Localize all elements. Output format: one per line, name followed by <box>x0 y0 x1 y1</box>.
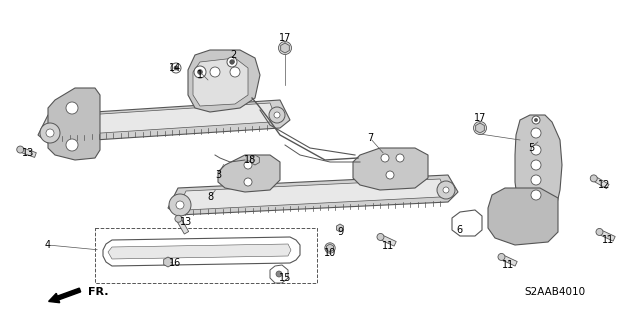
Circle shape <box>381 154 389 162</box>
Polygon shape <box>337 224 344 232</box>
Polygon shape <box>164 257 172 267</box>
Circle shape <box>498 254 505 260</box>
Text: 17: 17 <box>474 113 486 123</box>
Circle shape <box>443 187 449 193</box>
Polygon shape <box>103 237 300 266</box>
Text: 13: 13 <box>180 217 192 227</box>
Text: S2AAB4010: S2AAB4010 <box>524 287 586 297</box>
Circle shape <box>230 67 240 77</box>
Circle shape <box>278 41 291 55</box>
Circle shape <box>531 175 541 185</box>
Polygon shape <box>452 210 482 236</box>
Polygon shape <box>326 244 333 252</box>
Polygon shape <box>596 229 615 241</box>
Polygon shape <box>499 254 517 266</box>
Polygon shape <box>180 179 445 210</box>
Polygon shape <box>591 175 609 189</box>
Text: 6: 6 <box>456 225 462 235</box>
Text: 7: 7 <box>367 133 373 143</box>
Text: 8: 8 <box>207 192 213 202</box>
Polygon shape <box>48 88 100 160</box>
Circle shape <box>46 129 54 137</box>
Circle shape <box>17 146 24 153</box>
Text: 11: 11 <box>382 241 394 251</box>
Polygon shape <box>218 155 280 192</box>
Text: 18: 18 <box>244 155 256 165</box>
Circle shape <box>169 194 191 216</box>
Circle shape <box>230 60 234 64</box>
Text: 17: 17 <box>279 33 291 43</box>
Circle shape <box>531 190 541 200</box>
Polygon shape <box>18 146 36 158</box>
Text: 11: 11 <box>502 260 514 270</box>
Polygon shape <box>476 123 484 133</box>
Text: 10: 10 <box>324 248 336 258</box>
Circle shape <box>276 271 282 277</box>
Bar <box>95 228 317 283</box>
Text: 5: 5 <box>528 143 534 153</box>
Circle shape <box>194 66 206 78</box>
Circle shape <box>269 107 285 123</box>
Circle shape <box>531 145 541 155</box>
Polygon shape <box>515 115 562 228</box>
Text: 1: 1 <box>197 70 203 80</box>
Polygon shape <box>108 244 291 259</box>
Circle shape <box>531 128 541 138</box>
Circle shape <box>244 178 252 186</box>
Text: FR.: FR. <box>88 287 109 297</box>
Circle shape <box>474 122 486 135</box>
Circle shape <box>230 60 234 64</box>
Circle shape <box>532 116 540 124</box>
Text: 11: 11 <box>602 235 614 245</box>
Circle shape <box>174 66 178 70</box>
Circle shape <box>175 215 182 222</box>
Text: 4: 4 <box>45 240 51 250</box>
Circle shape <box>40 123 60 143</box>
Text: 9: 9 <box>337 227 343 237</box>
Polygon shape <box>38 100 290 143</box>
Polygon shape <box>488 188 558 245</box>
Polygon shape <box>353 148 428 190</box>
Text: 2: 2 <box>230 50 236 60</box>
Circle shape <box>531 160 541 170</box>
Circle shape <box>274 112 280 118</box>
Polygon shape <box>251 155 259 165</box>
Polygon shape <box>378 234 396 246</box>
Circle shape <box>324 243 335 253</box>
Circle shape <box>198 70 202 74</box>
Polygon shape <box>281 43 289 53</box>
Circle shape <box>437 181 455 199</box>
Circle shape <box>227 57 237 67</box>
Polygon shape <box>188 50 260 112</box>
Polygon shape <box>270 265 288 283</box>
Polygon shape <box>50 103 275 136</box>
Text: 3: 3 <box>215 170 221 180</box>
Circle shape <box>176 201 184 209</box>
Polygon shape <box>175 216 189 234</box>
Circle shape <box>66 102 78 114</box>
Circle shape <box>171 63 181 73</box>
Circle shape <box>377 234 384 241</box>
Polygon shape <box>168 175 458 215</box>
Text: 13: 13 <box>22 148 34 158</box>
Circle shape <box>386 171 394 179</box>
Text: 15: 15 <box>279 273 291 283</box>
Circle shape <box>66 139 78 151</box>
FancyArrow shape <box>49 288 81 303</box>
Text: 16: 16 <box>169 258 181 268</box>
Polygon shape <box>193 58 248 106</box>
Circle shape <box>534 118 538 122</box>
Text: 12: 12 <box>598 180 610 190</box>
Text: 14: 14 <box>169 63 181 73</box>
Circle shape <box>244 161 252 169</box>
Circle shape <box>396 154 404 162</box>
Circle shape <box>590 175 597 182</box>
Circle shape <box>210 67 220 77</box>
Circle shape <box>596 228 603 235</box>
